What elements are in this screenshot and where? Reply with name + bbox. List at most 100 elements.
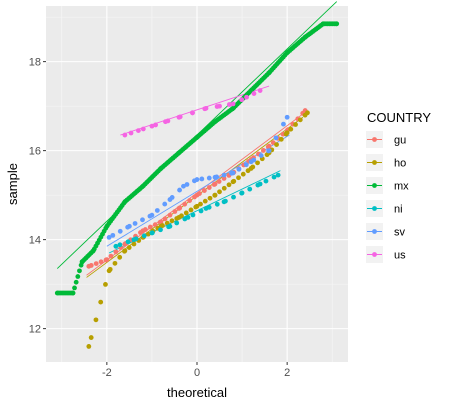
point-sv: [154, 208, 160, 213]
point-gu: [187, 198, 193, 203]
point-mx: [73, 279, 79, 285]
legend-key-point: [372, 229, 377, 234]
point-gu: [206, 185, 212, 190]
point-mx: [72, 285, 77, 291]
point-ni: [113, 243, 119, 249]
x-tick-label: -2: [102, 367, 112, 379]
x-axis-title: theoretical: [167, 385, 227, 400]
point-ni: [231, 194, 236, 200]
point-gu: [152, 222, 158, 228]
point-ni: [271, 174, 277, 180]
point-ni: [255, 182, 261, 188]
point-ho: [245, 168, 251, 174]
point-ho: [221, 185, 227, 191]
point-ho: [207, 195, 213, 201]
point-sv: [221, 172, 227, 178]
point-ho: [117, 254, 123, 260]
point-us: [149, 123, 155, 129]
point-sv: [258, 153, 264, 158]
point-ho: [122, 248, 127, 254]
point-ho: [193, 204, 199, 210]
point-ho: [131, 241, 137, 247]
point-sv: [125, 224, 131, 230]
point-ho: [107, 266, 113, 272]
point-ni: [117, 242, 123, 248]
point-ho: [103, 281, 108, 287]
point-ho: [174, 216, 180, 221]
point-gu: [162, 216, 168, 222]
point-sv: [266, 148, 272, 154]
point-ho: [164, 220, 170, 226]
point-ho: [93, 317, 99, 323]
point-gu: [216, 179, 222, 184]
point-ni: [125, 239, 131, 245]
point-ho: [264, 152, 270, 158]
point-mx: [77, 268, 82, 274]
point-ho: [98, 299, 104, 305]
point-ho: [255, 160, 260, 166]
point-sv: [162, 201, 168, 207]
point-ho: [288, 126, 294, 132]
point-ho: [145, 231, 151, 237]
point-gu: [177, 205, 183, 211]
point-ho: [226, 182, 232, 188]
point-ho: [126, 245, 132, 250]
point-us: [165, 118, 171, 124]
point-ni: [141, 233, 147, 239]
point-ho: [212, 192, 218, 198]
point-sv: [184, 182, 190, 187]
point-ho: [231, 178, 237, 184]
x-axis-ticks: -2 0 2: [102, 362, 290, 379]
legend-label: ni: [394, 204, 403, 216]
y-axis-ticks: 12 14 16 18: [29, 57, 46, 336]
point-us: [214, 104, 220, 109]
point-ho: [179, 213, 184, 219]
legend-item-ho: ho: [366, 154, 406, 171]
legend-item-us: us: [366, 246, 406, 263]
point-ni: [198, 208, 204, 214]
point-ho: [250, 164, 256, 170]
y-tick-label: 18: [29, 57, 41, 69]
y-axis-title: sample: [5, 163, 20, 205]
point-gu: [172, 209, 178, 214]
point-sv: [169, 194, 175, 200]
point-us: [136, 128, 141, 134]
point-us: [153, 122, 159, 128]
point-sv: [140, 217, 145, 223]
point-us: [202, 106, 208, 112]
point-ni: [158, 227, 163, 233]
y-tick-label: 12: [29, 324, 41, 336]
point-sv: [243, 162, 249, 168]
point-ho: [297, 117, 303, 123]
point-us: [251, 91, 257, 96]
point-sv: [106, 235, 112, 240]
legend-key-point: [372, 252, 377, 257]
legend-label: ho: [394, 158, 406, 170]
point-gu: [167, 212, 173, 218]
point-ni: [222, 198, 228, 204]
point-gu: [147, 224, 153, 230]
point-us: [122, 132, 128, 138]
legend-items: gu ho mx ni sv us: [366, 131, 409, 263]
point-sv: [177, 187, 182, 193]
point-gu: [221, 176, 227, 181]
point-gu: [192, 194, 197, 200]
point-sv: [147, 213, 153, 219]
legend-key-point: [372, 206, 377, 211]
legend-item-gu: gu: [366, 131, 406, 148]
legend-item-mx: mx: [366, 177, 409, 194]
point-gu: [108, 253, 114, 259]
point-ni: [190, 212, 196, 218]
point-ho: [283, 131, 289, 137]
point-sv: [273, 135, 279, 141]
point-ho: [278, 136, 284, 142]
point-ho: [202, 198, 208, 204]
point-gu: [138, 230, 143, 235]
point-ho: [240, 171, 246, 177]
point-sv: [251, 157, 257, 163]
point-us: [128, 130, 134, 136]
point-ho: [217, 189, 222, 195]
legend-label: mx: [394, 181, 409, 193]
point-us: [226, 102, 232, 107]
